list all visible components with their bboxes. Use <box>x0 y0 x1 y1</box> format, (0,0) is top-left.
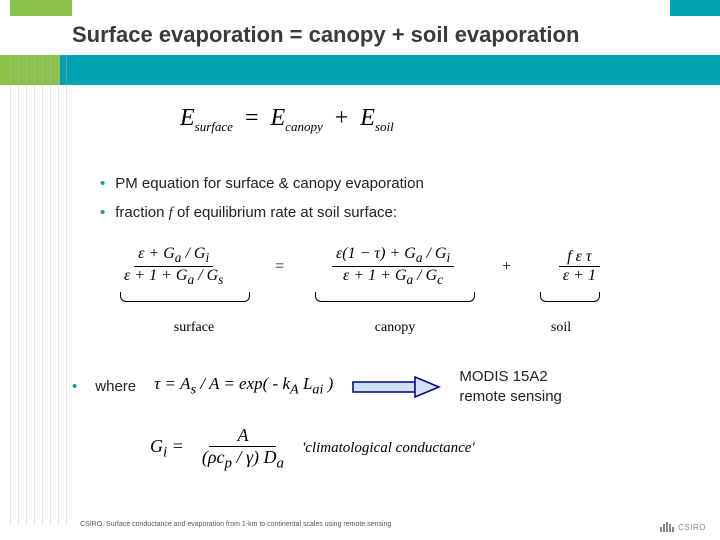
modis-line1: MODIS 15A2 <box>459 367 562 387</box>
footer-logo: CSIRO <box>660 522 706 532</box>
gi-equation: Gi = A (ρcp / γ) Da 'climatological cond… <box>150 425 475 473</box>
underbrace <box>315 292 475 302</box>
bullet-text: fraction f of equilibrium rate at soil s… <box>115 199 397 228</box>
frac-soil: f ε τ ε + 1 <box>559 248 600 285</box>
term-label-surface: surface <box>129 320 259 336</box>
slide-title: Surface evaporation = canopy + soil evap… <box>72 22 579 48</box>
equation-decomposition: ε + Ga / Gi ε + 1 + Ga / Gs = ε(1 − τ) +… <box>120 245 600 336</box>
eq-rhs2-sub: soil <box>375 119 394 134</box>
eq-rhs1: E <box>271 105 286 131</box>
frac-canopy: ε(1 − τ) + Ga / Gi ε + 1 + Ga / Gc <box>332 245 454 288</box>
term-label-soil: soil <box>531 320 591 336</box>
eq-rhs1-sub: canopy <box>285 119 323 134</box>
equals-sign: = <box>275 258 284 276</box>
bullet-icon: • <box>72 378 77 395</box>
frac-surface: ε + Ga / Gi ε + 1 + Ga / Gs <box>120 245 227 288</box>
bullet-item: • fraction f of equilibrium rate at soil… <box>100 199 424 228</box>
modis-line2: remote sensing <box>459 387 562 407</box>
eq-lhs-sub: surface <box>195 119 233 134</box>
footer-logo-text: CSIRO <box>678 523 706 532</box>
underbrace <box>540 292 600 302</box>
underbrace <box>120 292 250 302</box>
bullet-item: • PM equation for surface & canopy evapo… <box>100 170 424 199</box>
bullet-text: PM equation for surface & canopy evapora… <box>115 170 424 199</box>
arrow-icon <box>351 375 441 399</box>
bullet-icon: • <box>100 199 105 228</box>
footer-text: CSIRO. Surface conductance and evaporati… <box>80 521 391 528</box>
bullet-icon: • <box>100 170 105 199</box>
eq-lhs: E <box>180 105 195 131</box>
where-label: where <box>95 378 136 395</box>
modis-label: MODIS 15A2 remote sensing <box>459 367 562 406</box>
where-row: • where τ = As / A = exp( - kA Lai ) MOD… <box>72 367 700 406</box>
bullet-list: • PM equation for surface & canopy evapo… <box>100 170 424 227</box>
term-label-canopy: canopy <box>315 320 475 336</box>
equation-main: Esurface = Ecanopy + Esoil <box>180 105 394 135</box>
decor-top-teal <box>670 0 720 16</box>
decor-top-green <box>10 0 72 16</box>
eq-rhs2: E <box>360 105 375 131</box>
logo-bars-icon <box>660 522 674 532</box>
tau-equation: τ = As / A = exp( - kA Lai ) <box>154 374 333 398</box>
plus-sign: + <box>502 258 511 276</box>
side-stripes <box>10 55 68 525</box>
gi-label: 'climatological conductance' <box>302 440 475 457</box>
title-bar <box>0 55 720 85</box>
